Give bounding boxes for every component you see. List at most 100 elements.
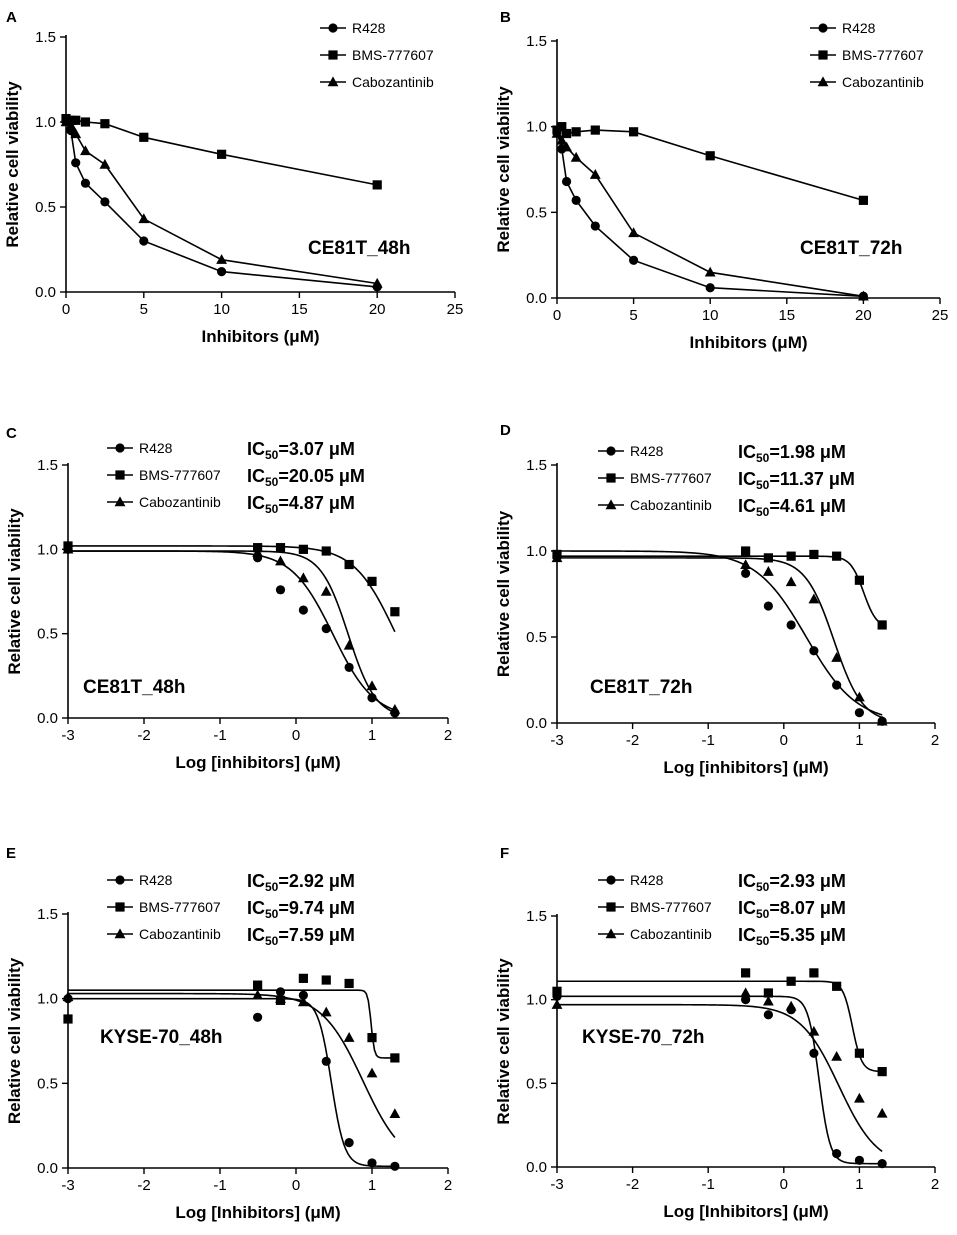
y-tick-label: 0.0	[526, 1159, 547, 1176]
series-cabozantinib	[551, 127, 869, 301]
data-point-square	[372, 180, 382, 190]
data-point-triangle	[320, 1006, 332, 1017]
series-cabozantinib	[551, 987, 888, 1153]
legend-label: Cabozantinib	[630, 926, 712, 942]
data-point-square	[552, 986, 562, 996]
data-point-square	[275, 543, 286, 553]
x-tick-label: -1	[213, 727, 226, 744]
data-point-triangle	[740, 987, 752, 998]
data-point-circle	[561, 176, 572, 187]
y-tick-label: 1.5	[37, 906, 58, 923]
series-bms-777607	[552, 546, 887, 630]
ic50-label: IC50=4.87 μM	[247, 493, 355, 516]
data-point-square	[786, 551, 796, 561]
x-tick-label: 5	[140, 301, 148, 318]
ic50-label: IC50=1.98 μM	[738, 442, 846, 465]
data-point-square	[832, 981, 842, 991]
legend-label: Cabozantinib	[139, 494, 221, 510]
fit-curve	[557, 995, 883, 1165]
fit-curve	[68, 997, 395, 1168]
data-point-circle	[763, 1010, 773, 1020]
data-point-circle	[344, 1138, 354, 1148]
fit-curve	[68, 545, 396, 633]
legend-item-cabozantinib: Cabozantinib	[107, 926, 221, 942]
legend-marker-triangle	[327, 76, 339, 87]
legend-marker-triangle	[605, 928, 617, 939]
x-tick-label: 2	[444, 1177, 452, 1194]
data-point-triangle	[65, 119, 77, 130]
data-point-square	[139, 132, 149, 142]
y-axis-label: Relative cell viability	[494, 86, 513, 253]
legend-item-r428: R428	[107, 872, 173, 888]
data-point-triangle	[389, 1108, 401, 1119]
legend-label: R428	[630, 872, 664, 888]
data-point-square	[321, 975, 331, 985]
legend-marker-circle	[328, 23, 338, 33]
x-tick-label: -1	[702, 1176, 715, 1193]
data-point-square	[367, 1033, 377, 1043]
series-cabozantinib	[551, 552, 888, 726]
data-point-triangle	[62, 543, 74, 554]
data-point-circle	[275, 585, 286, 595]
y-axis-label: Relative cell viability	[494, 958, 513, 1125]
data-point-triangle	[252, 547, 264, 557]
data-point-triangle	[808, 593, 820, 604]
x-axis-label: Log [Inhibitors] (μM)	[663, 1202, 828, 1221]
x-tick-label: 20	[855, 307, 872, 324]
panel-e: E -3 -2 -1 0 1 2 0.0 0.5 1.0 1.5 Log [Inhibitors] (…	[5, 845, 452, 1222]
y-tick-label: 0.0	[526, 715, 547, 732]
legend-item-r428: R428	[810, 20, 876, 36]
legend-label: R428	[842, 20, 876, 36]
legend-marker-triangle	[605, 499, 617, 510]
data-point-triangle	[876, 715, 888, 726]
data-point-circle	[298, 990, 308, 1000]
y-tick-label: 1.0	[526, 119, 547, 136]
data-point-square	[809, 549, 819, 560]
data-point-square	[854, 575, 864, 585]
series-r428	[61, 115, 382, 292]
x-tick-label: 20	[369, 301, 386, 318]
data-point-circle	[367, 1158, 377, 1168]
data-point-square	[298, 973, 308, 983]
x-tick-label: -3	[61, 727, 74, 744]
data-point-square	[629, 127, 639, 137]
x-axis-label: Log [inhibitors] (μM)	[175, 753, 340, 772]
data-point-circle	[809, 646, 819, 656]
legend-marker-triangle	[114, 496, 126, 507]
legend-label: Cabozantinib	[139, 926, 221, 942]
panel-letter: B	[500, 9, 511, 26]
fit-curve	[68, 989, 395, 1059]
data-point-triangle	[297, 996, 309, 1007]
x-axis-label: Log [Inhibitors] (μM)	[175, 1203, 340, 1222]
x-axis-label: Log [inhibitors] (μM)	[663, 758, 828, 777]
data-point-square	[877, 1067, 887, 1077]
panel-letter: A	[6, 9, 17, 26]
fit-curve	[557, 1003, 883, 1153]
legend-item-r428: R428	[598, 872, 664, 888]
data-point-circle	[80, 178, 91, 188]
legend-marker-circle	[115, 443, 125, 453]
x-tick-label: -2	[137, 727, 150, 744]
ic50-label: IC50=4.61 μM	[738, 496, 846, 519]
data-point-triangle	[62, 991, 74, 1002]
data-point-triangle	[551, 127, 563, 138]
data-point-circle	[741, 568, 751, 578]
panel-c: C -3 -2 -1 0 1 2 0.0 0.5 1.0 1.5 Log [inhibitors] (…	[5, 425, 452, 772]
data-point-circle	[344, 662, 354, 673]
x-tick-label: -2	[626, 1176, 639, 1193]
data-point-square	[561, 128, 572, 139]
y-tick-label: 0.0	[526, 290, 547, 307]
ic50-label: IC50=7.59 μM	[247, 925, 355, 948]
legend-label: Cabozantinib	[630, 497, 712, 513]
panel-letter: D	[500, 422, 511, 439]
data-point-triangle	[740, 559, 752, 569]
x-tick-label: 15	[291, 301, 308, 318]
x-axis-label: Inhibitors (μM)	[201, 327, 319, 346]
data-point-square	[590, 125, 600, 135]
ic50-label: IC50=2.93 μM	[738, 871, 846, 894]
legend-marker-square	[606, 473, 616, 483]
x-tick-label: 5	[629, 307, 637, 324]
y-tick-label: 1.0	[526, 992, 547, 1009]
y-tick-label: 1.5	[526, 908, 547, 925]
